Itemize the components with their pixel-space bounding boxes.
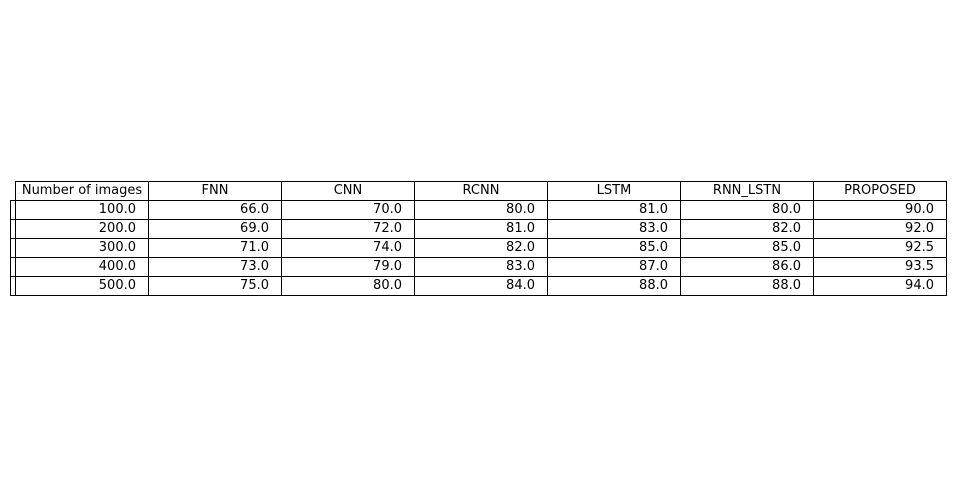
table-cell: 200.0 [15, 219, 149, 239]
table-cell: 66.0 [148, 200, 282, 220]
table-cell: 82.0 [414, 238, 548, 258]
table-row: 200.0 69.0 72.0 81.0 83.0 82.0 92.0 [10, 219, 947, 239]
table-cell: 72.0 [281, 219, 415, 239]
table-cell: 74.0 [281, 238, 415, 258]
table-cell: 86.0 [680, 257, 814, 277]
table-body: 100.0 66.0 70.0 80.0 81.0 80.0 90.0 200.0 69.0 72… [10, 200, 947, 296]
table-header-row: Number of images FNN CNN RCNN LSTM RNN_L… [11, 181, 947, 201]
table-row: 400.0 73.0 79.0 83.0 87.0 86.0 93.5 [10, 257, 947, 277]
column-header-proposed: PROPOSED [813, 181, 947, 201]
table-cell: 84.0 [414, 276, 548, 296]
table-cell: 100.0 [15, 200, 149, 220]
column-header-cnn: CNN [281, 181, 415, 201]
table-cell: 88.0 [680, 276, 814, 296]
column-header-lstm: LSTM [547, 181, 681, 201]
column-header-fnn: FNN [148, 181, 282, 201]
table-cell: 75.0 [148, 276, 282, 296]
table-cell: 85.0 [680, 238, 814, 258]
table-row: 500.0 75.0 80.0 84.0 88.0 88.0 94.0 [10, 276, 947, 296]
data-table: Number of images FNN CNN RCNN LSTM RNN_L… [10, 181, 947, 296]
table-cell: 87.0 [547, 257, 681, 277]
column-header-images: Number of images [15, 181, 149, 201]
table-cell: 92.5 [813, 238, 947, 258]
table-cell: 500.0 [15, 276, 149, 296]
table-cell: 80.0 [680, 200, 814, 220]
table-cell: 400.0 [15, 257, 149, 277]
table-cell: 83.0 [414, 257, 548, 277]
table-cell: 82.0 [680, 219, 814, 239]
table-cell: 71.0 [148, 238, 282, 258]
table-cell: 80.0 [414, 200, 548, 220]
table-cell: 83.0 [547, 219, 681, 239]
table-cell: 73.0 [148, 257, 282, 277]
table-cell: 90.0 [813, 200, 947, 220]
table-cell: 69.0 [148, 219, 282, 239]
table-cell: 92.0 [813, 219, 947, 239]
table-cell: 80.0 [281, 276, 415, 296]
table-row: 300.0 71.0 74.0 82.0 85.0 85.0 92.5 [10, 238, 947, 258]
table-cell: 81.0 [414, 219, 548, 239]
table-cell: 70.0 [281, 200, 415, 220]
table-cell: 93.5 [813, 257, 947, 277]
data-table-container: Number of images FNN CNN RCNN LSTM RNN_L… [10, 181, 947, 296]
table-cell: 94.0 [813, 276, 947, 296]
table-cell: 79.0 [281, 257, 415, 277]
table-cell: 300.0 [15, 238, 149, 258]
table-cell: 81.0 [547, 200, 681, 220]
table-row: 100.0 66.0 70.0 80.0 81.0 80.0 90.0 [10, 200, 947, 220]
table-cell: 85.0 [547, 238, 681, 258]
column-header-rcnn: RCNN [414, 181, 548, 201]
column-header-rnn-lstn: RNN_LSTN [680, 181, 814, 201]
table-cell: 88.0 [547, 276, 681, 296]
